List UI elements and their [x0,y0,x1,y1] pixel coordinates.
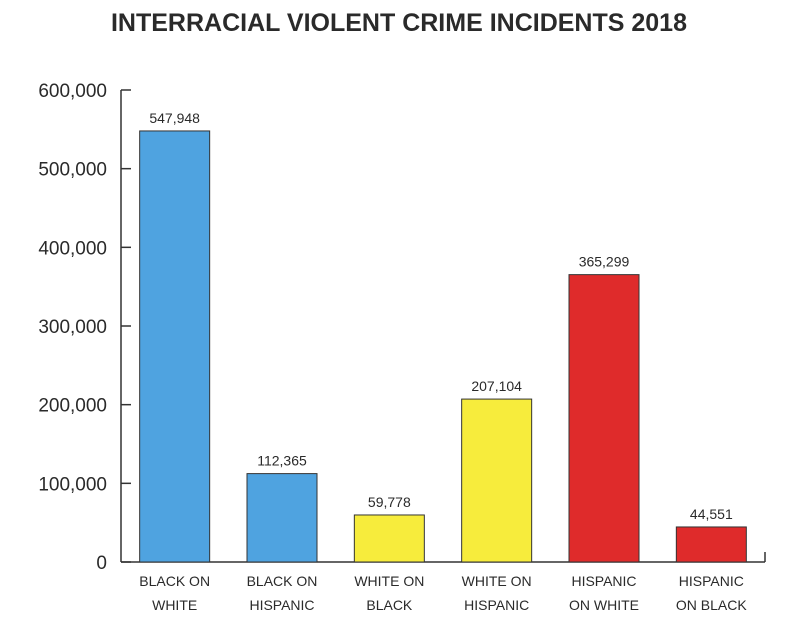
category-label: WHITE ON [462,573,532,589]
y-tick-label: 200,000 [38,396,107,417]
bar [139,130,211,563]
axes [120,90,766,563]
y-axis-ticks: 0 100,000 200,000 300,000 400,000 500,000 600,… [38,81,131,574]
category-label: HISPANIC [249,597,314,613]
data-labels: 547,948 112,365 59,778 207,104 365,299 44,551 [149,110,733,522]
y-tick-label: 400,000 [38,238,107,259]
y-tick-label: 100,000 [38,474,107,495]
y-tick-label: 500,000 [38,160,107,181]
data-label: 207,104 [471,378,522,394]
category-label: HISPANIC [571,573,636,589]
data-label: 365,299 [579,254,630,270]
bar [353,514,425,563]
category-labels: BLACK ON WHITE BLACK ON HISPANIC WHITE ON BLA… [139,573,747,613]
data-label: 44,551 [690,506,733,522]
y-tick-label: 0 [96,553,107,574]
y-tick-label: 300,000 [38,317,107,338]
chart-title: INTERRACIAL VIOLENT CRIME INCIDENTS 2018 [111,9,687,37]
bar [461,398,533,563]
category-label: WHITE ON [354,573,424,589]
category-label: BLACK ON [247,573,318,589]
category-label: ON BLACK [676,597,747,613]
data-label: 59,778 [368,494,411,510]
category-label: BLACK [366,597,413,613]
category-label: BLACK ON [139,573,210,589]
category-label: HISPANIC [679,573,744,589]
data-label: 547,948 [149,110,200,126]
category-label: WHITE [152,597,197,613]
bar [675,526,747,563]
category-label: ON WHITE [569,597,639,613]
bar [246,473,318,563]
y-tick-label: 600,000 [38,81,107,102]
bar [568,274,640,563]
bars [139,130,747,563]
data-label: 112,365 [257,453,307,469]
category-label: HISPANIC [464,597,529,613]
